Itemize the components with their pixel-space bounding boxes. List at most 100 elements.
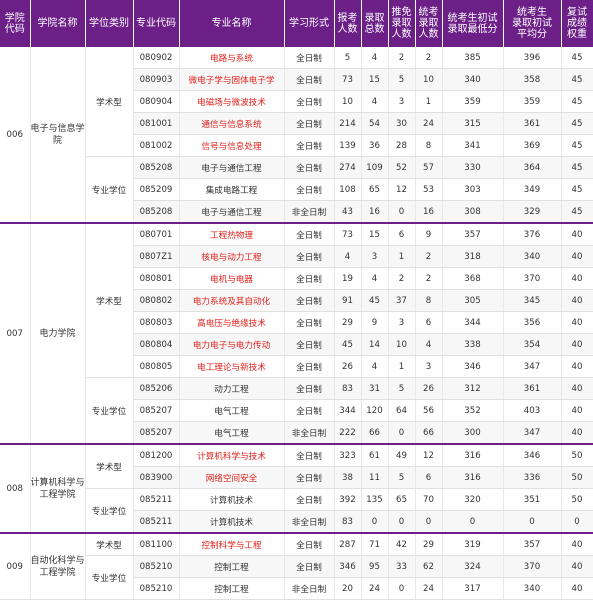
exempt-admitted-cell: 33 [388,555,416,578]
study-mode-cell: 全日制 [284,377,335,400]
retest-weight-cell: 40 [561,399,593,422]
retest-weight-cell: 45 [561,112,593,135]
college-name-cell: 计算机科学与工程学院 [30,443,86,534]
min-score-cell: 319 [442,532,504,556]
study-mode-cell: 全日制 [284,311,335,334]
exempt-admitted-cell: 30 [388,112,416,135]
retest-weight-cell: 40 [561,245,593,268]
table-row: 085207 电气工程 非全日制 222 66 0 66 300 347 40 [0,421,593,445]
unified-admitted-cell: 0 [415,510,443,534]
admitted-total-cell: 4 [361,267,389,290]
exempt-admitted-cell: 42 [388,532,416,556]
header-min-score: 统考生初试 录取最低分 [442,0,504,47]
college-code-cell: 009 [0,532,31,600]
exempt-admitted-cell: 10 [388,333,416,356]
exempt-admitted-cell: 1 [388,245,416,268]
exempt-admitted-cell: 2 [388,267,416,290]
exempt-admitted-cell: 52 [388,156,416,179]
avg-score-cell: 369 [503,134,562,157]
table-row: 专业学位 085211 计算机技术 全日制 392 135 65 70 320 351 50 [0,488,593,534]
major-code-cell: 085206 [133,377,180,400]
retest-weight-cell: 45 [561,200,593,224]
major-name-cell: 电子与通信工程 [179,156,285,179]
college-name-cell: 电子与信息学院 [30,47,86,224]
min-score-cell: 308 [442,200,504,224]
unified-admitted-cell: 10 [415,68,443,91]
table-row: 080904 电磁场与微波技术 全日制 10 4 3 1 359 359 45 [0,90,593,113]
major-name-cell: 计算机技术 [179,510,285,534]
major-name-cell: 核电与动力工程 [179,245,285,268]
header-study-mode: 学习形式 [284,0,335,47]
applicants-cell: 20 [334,577,362,600]
unified-admitted-cell: 6 [415,311,443,334]
header-row: 学院 代码 学院名称 学位类别 专业代码 专业名称 学习形式 报考 人数 录取 总数 … [0,0,593,47]
degree-type-cell: 学术型 [85,222,134,378]
study-mode-cell: 非全日制 [284,200,335,224]
major-name-cell: 电磁场与微波技术 [179,90,285,113]
college-code-cell: 008 [0,443,31,534]
unified-admitted-cell: 2 [415,267,443,290]
study-mode-cell: 全日制 [284,267,335,290]
header-degree-type: 学位类别 [85,0,134,47]
study-mode-cell: 全日制 [284,532,335,556]
retest-weight-cell: 0 [561,510,593,534]
major-name-cell: 动力工程 [179,377,285,400]
retest-weight-cell: 40 [561,222,593,246]
study-mode-cell: 全日制 [284,134,335,157]
avg-score-cell: 346 [503,443,562,467]
table-row: 专业学位 085208 电子与通信工程 全日制 274 109 52 57 330 364 45 [0,156,593,224]
major-code-cell: 080802 [133,289,180,312]
study-mode-cell: 全日制 [284,245,335,268]
admitted-total-cell: 109 [361,156,389,179]
college-name-cell: 自动化科学与工程学院 [30,532,86,600]
major-code-cell: 081001 [133,112,180,135]
avg-score-cell: 340 [503,577,562,600]
major-code-cell: 085210 [133,555,180,578]
avg-score-cell: 340 [503,245,562,268]
retest-weight-cell: 40 [561,577,593,600]
admitted-total-cell: 95 [361,555,389,578]
admitted-total-cell: 71 [361,532,389,556]
header-major-code: 专业代码 [133,0,180,47]
major-name-cell: 集成电路工程 [179,178,285,201]
avg-score-cell: 351 [503,488,562,511]
exempt-admitted-cell: 3 [388,311,416,334]
study-mode-cell: 全日制 [284,90,335,113]
table-row: 085209 集成电路工程 全日制 108 65 12 53 303 349 45 [0,178,593,201]
major-code-cell: 085208 [133,156,180,179]
study-mode-cell: 非全日制 [284,577,335,600]
unified-admitted-cell: 9 [415,222,443,246]
major-code-cell: 080904 [133,90,180,113]
admitted-total-cell: 11 [361,466,389,489]
major-name-cell: 电机与电器 [179,267,285,290]
major-code-cell: 081200 [133,443,180,467]
exempt-admitted-cell: 28 [388,134,416,157]
avg-score-cell: 358 [503,68,562,91]
major-name-cell: 信号与信息处理 [179,134,285,157]
retest-weight-cell: 45 [561,90,593,113]
admitted-total-cell: 65 [361,178,389,201]
unified-admitted-cell: 24 [415,577,443,600]
college-code-cell: 006 [0,47,31,224]
applicants-cell: 10 [334,90,362,113]
table-row: 009 自动化科学与工程学院 学术型 081100 控制科学与工程 全日制 287 71 42 2… [0,532,593,600]
avg-score-cell: 376 [503,222,562,246]
avg-score-cell: 403 [503,399,562,422]
study-mode-cell: 全日制 [284,466,335,489]
unified-admitted-cell: 8 [415,134,443,157]
applicants-cell: 323 [334,443,362,467]
major-code-cell: 085210 [133,577,180,600]
college-name-cell: 电力学院 [30,222,86,445]
unified-admitted-cell: 3 [415,355,443,378]
header-unified-admitted: 统考 录取 人数 [415,0,443,47]
major-code-cell: 085211 [133,510,180,534]
table-row: 专业学位 085210 控制工程 全日制 346 95 33 62 324 370 40 [0,555,593,600]
exempt-admitted-cell: 0 [388,421,416,445]
min-score-cell: 324 [442,555,504,578]
exempt-admitted-cell: 64 [388,399,416,422]
admitted-total-cell: 4 [361,90,389,113]
avg-score-cell: 349 [503,178,562,201]
major-name-cell: 控制工程 [179,577,285,600]
admitted-total-cell: 15 [361,222,389,246]
unified-admitted-cell: 56 [415,399,443,422]
